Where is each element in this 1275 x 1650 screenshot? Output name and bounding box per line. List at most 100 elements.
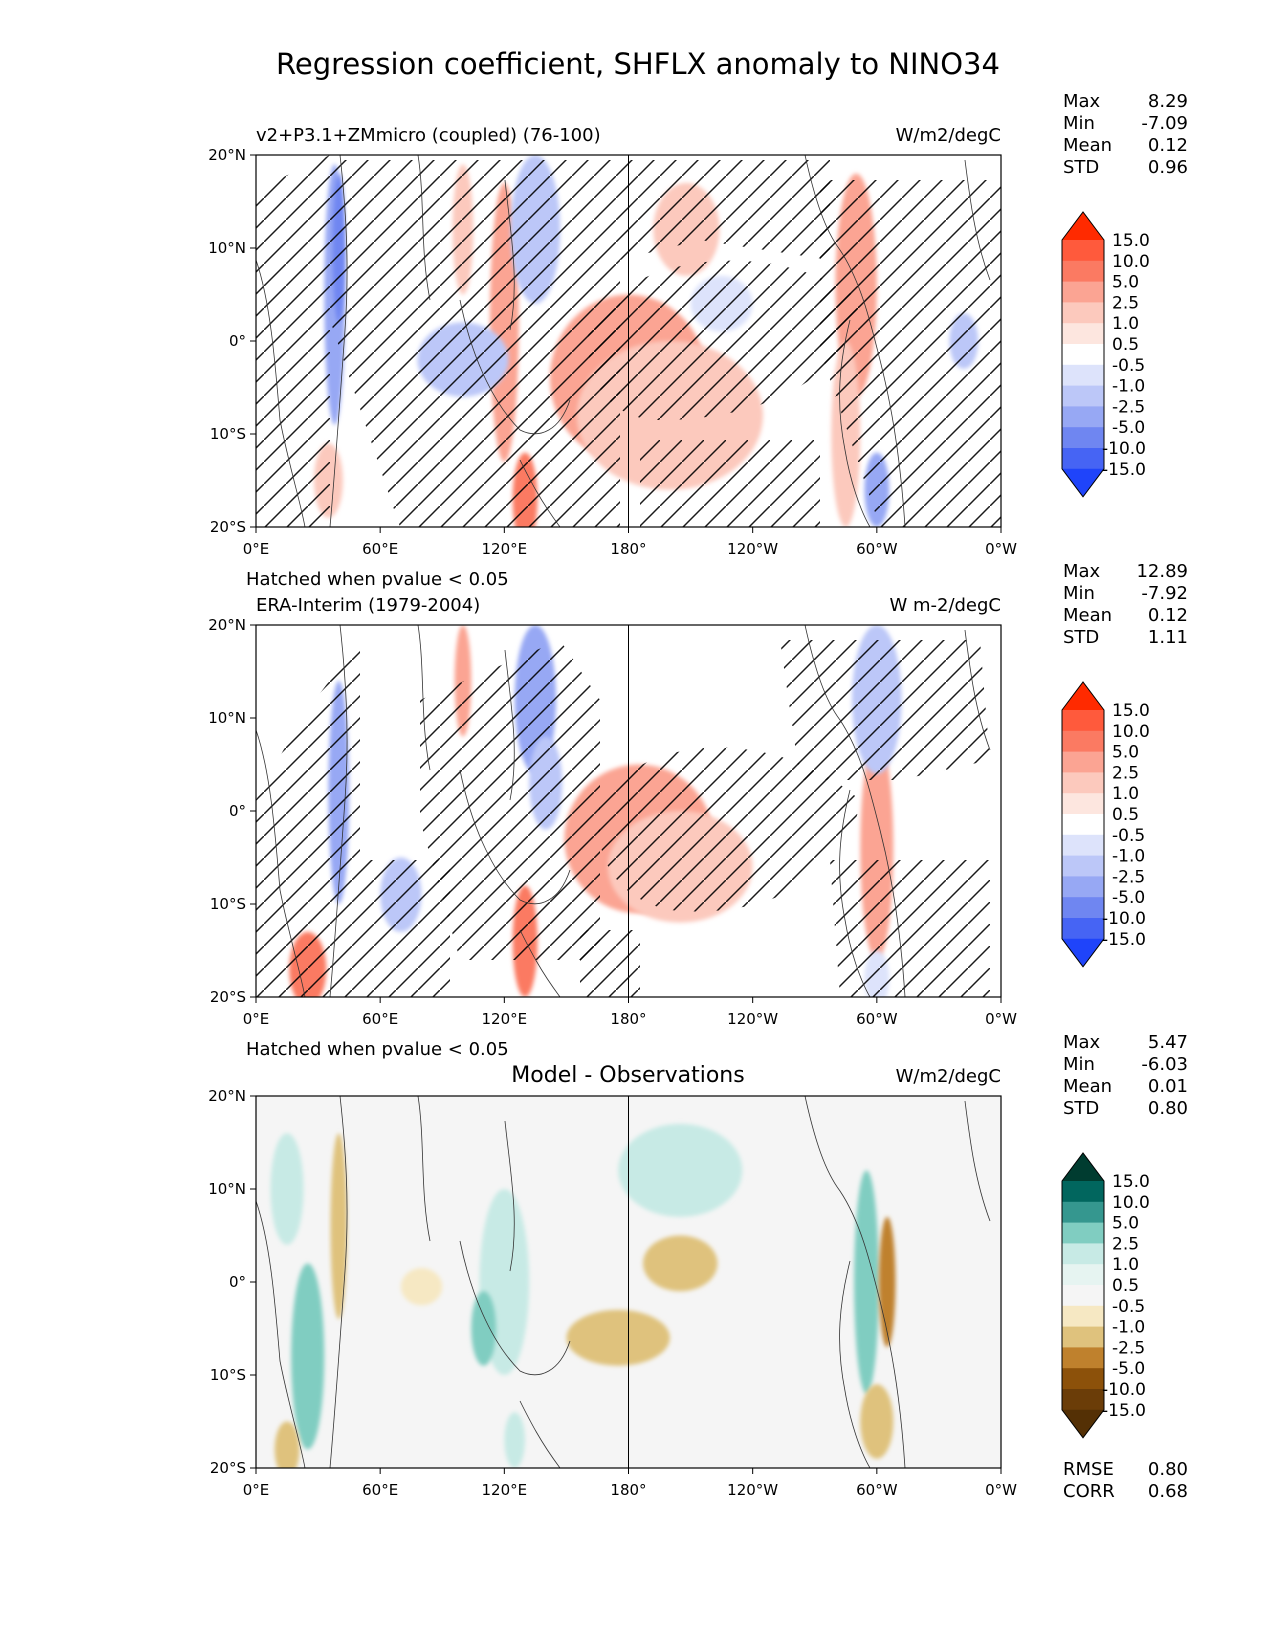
field-anomaly	[854, 1170, 879, 1394]
field-anomaly	[274, 1421, 300, 1468]
stat-label: Max	[1063, 561, 1101, 582]
colorbar-band	[1062, 323, 1104, 345]
panel-model: v2+P3.1+ZMmicro (coupled) (76-100) W/m2/…	[208, 91, 1188, 590]
colorbar-band	[1062, 240, 1104, 262]
colorbar-tick-label: -1.0	[1112, 847, 1145, 867]
field-anomaly	[330, 1133, 348, 1320]
x-tick-label: 0°E	[243, 540, 270, 558]
stat-value: 12.89	[1136, 561, 1188, 582]
y-tick-label: 20°N	[208, 616, 246, 634]
colorbar-tick-label: -0.5	[1112, 826, 1145, 846]
panel-observations-footnote: Hatched when pvalue < 0.05	[246, 1039, 509, 1060]
panel-model-stats: Max 8.29 Min -7.09 Mean 0.12 STD 0.96	[1063, 91, 1188, 178]
colorbar-band	[1062, 427, 1104, 449]
panel-model-units: W/m2/degC	[896, 125, 1001, 146]
colorbar-tick-label: 1.0	[1112, 784, 1139, 804]
y-tick-label: 10°N	[208, 1180, 246, 1198]
colorbar-tick-label: -10.0	[1102, 909, 1146, 929]
colorbar-band	[1062, 918, 1104, 940]
colorbar-tick-label: -2.5	[1112, 397, 1145, 417]
stat-value: 0.96	[1148, 157, 1188, 178]
x-tick-label: 60°E	[362, 540, 398, 558]
y-tick-label: 20°N	[208, 146, 246, 164]
colorbar-tick-label: -15.0	[1102, 930, 1146, 950]
colorbar-tick-label: 1.0	[1112, 1255, 1139, 1275]
x-tick-label: 0°E	[243, 1010, 270, 1028]
colorbar-tick-label: -5.0	[1112, 888, 1145, 908]
colorbar-band	[1062, 406, 1104, 428]
colorbar-tick-label: -1.0	[1112, 377, 1145, 397]
panel-difference-bottom-stats: RMSE 0.80 CORR 0.68	[1063, 1459, 1188, 1502]
colorbar-tick-label: -5.0	[1112, 1359, 1145, 1379]
stat-label: Max	[1063, 91, 1101, 112]
field-anomaly	[860, 1384, 894, 1459]
stat-label: Mean	[1063, 1076, 1112, 1097]
y-tick-label: 10°S	[210, 895, 246, 913]
colorbar-band	[1062, 772, 1104, 794]
stat-value: 0.12	[1148, 135, 1188, 156]
colorbar-band	[1062, 730, 1104, 753]
colorbar-tick-label: -15.0	[1102, 460, 1146, 480]
x-tick-label: 180°	[610, 1010, 646, 1028]
panel-difference-yticks: 20°N 10°N 0° 10°S 20°S	[208, 1087, 256, 1477]
stat-value: 5.47	[1148, 1032, 1188, 1053]
colorbar-tick-label: 15.0	[1112, 1172, 1150, 1192]
x-tick-label: 0°E	[243, 1481, 270, 1499]
colorbar-band	[1062, 1201, 1104, 1224]
stat-label: Mean	[1063, 135, 1112, 156]
panel-model-yticks: 20°N 10°N 0° 10°S 20°S	[208, 146, 256, 536]
panel-observations-stats: Max 12.89 Min -7.92 Mean 0.12 STD 1.11	[1063, 561, 1188, 648]
colorbar-band	[1062, 876, 1104, 898]
colorbar-tick-label: -2.5	[1112, 1338, 1145, 1358]
y-tick-label: 0°	[229, 1273, 246, 1291]
panel-difference: Model - Observations W/m2/degC 0°E 60°E 12…	[208, 1032, 1188, 1502]
colorbar-tick-label: 0.5	[1112, 1276, 1139, 1296]
colorbar-band	[1062, 1285, 1104, 1307]
y-tick-label: 10°S	[210, 425, 246, 443]
colorbar-band	[1062, 260, 1104, 283]
colorbar-tick-label: 10.0	[1112, 252, 1150, 272]
panel-model-left-title: v2+P3.1+ZMmicro (coupled) (76-100)	[256, 125, 601, 146]
panel-difference-xticks: 0°E 60°E 120°E 180° 120°W 60°W 0°W	[243, 1468, 1017, 1499]
colorbar-band	[1062, 302, 1104, 324]
panel-observations-yticks: 20°N 10°N 0° 10°S 20°S	[208, 616, 256, 1006]
colorbar-extend-max	[1062, 682, 1104, 710]
stat-value: 1.11	[1148, 627, 1188, 648]
colorbar-band	[1062, 1368, 1104, 1390]
panel-observations-coastlines	[256, 625, 991, 997]
y-tick-label: 20°S	[210, 518, 246, 536]
x-tick-label: 60°W	[856, 1010, 898, 1028]
colorbar-tick-label: 5.0	[1112, 273, 1139, 293]
y-tick-label: 20°N	[208, 1087, 246, 1105]
colorbar-tick-label: -10.0	[1102, 1380, 1146, 1400]
colorbar-outline	[1061, 1152, 1105, 1439]
stat-label: STD	[1063, 157, 1099, 178]
y-tick-label: 10°N	[208, 709, 246, 727]
stat-label: Min	[1063, 583, 1095, 604]
colorbar-band	[1062, 751, 1104, 773]
stat-label: CORR	[1063, 1481, 1115, 1502]
colorbar-band	[1062, 1326, 1104, 1348]
colorbar-band	[1062, 897, 1104, 919]
colorbar-tick-label: 10.0	[1112, 1193, 1150, 1213]
colorbar-band	[1062, 364, 1104, 387]
panel-difference-stats: Max 5.47 Min -6.03 Mean 0.01 STD 0.80	[1063, 1032, 1188, 1119]
stat-label: Min	[1063, 113, 1095, 134]
colorbar-tick-label: 5.0	[1112, 743, 1139, 763]
colorbar-tick-label: 10.0	[1112, 722, 1150, 742]
panel-model-colorbar: 15.010.05.02.51.00.5-0.5-1.0-2.5-5.0-10.…	[1061, 211, 1150, 498]
x-tick-label: 120°W	[727, 540, 778, 558]
panel-observations-left-title: ERA-Interim (1979-2004)	[256, 595, 480, 616]
x-tick-label: 120°E	[482, 1481, 528, 1499]
field-anomaly	[400, 1268, 443, 1306]
y-tick-label: 20°S	[210, 1459, 246, 1477]
y-tick-label: 10°S	[210, 1366, 246, 1384]
colorbar-tick-label: 0.5	[1112, 335, 1139, 355]
colorbar-tick-label: 1.0	[1112, 314, 1139, 334]
colorbar-tick-label: -0.5	[1112, 356, 1145, 376]
field-anomaly	[291, 1263, 325, 1450]
stat-label: RMSE	[1063, 1459, 1114, 1480]
colorbar-band	[1062, 1222, 1104, 1244]
colorbar-tick-label: -15.0	[1102, 1401, 1146, 1421]
